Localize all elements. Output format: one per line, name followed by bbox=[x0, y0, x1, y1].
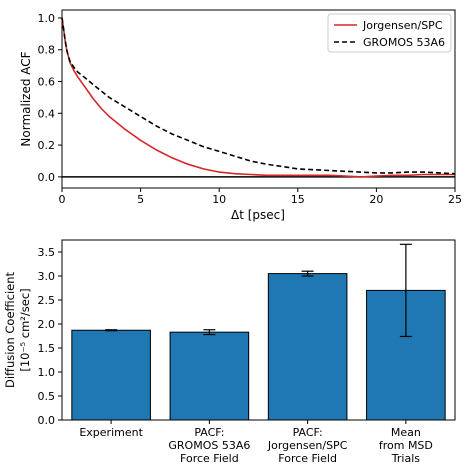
legend-frame bbox=[327, 13, 452, 53]
acf-series-gromos-53a6 bbox=[61, 17, 456, 175]
category-label-3-line-1: PACF: bbox=[293, 426, 323, 439]
bars-group bbox=[71, 273, 446, 421]
y-tick-label: 2.0 bbox=[38, 318, 56, 331]
y-tick-label: 0.6 bbox=[38, 76, 56, 89]
y-tick-label: 0.0 bbox=[38, 171, 56, 184]
acf-legend: Jorgensen/SPC GROMOS 53A6 bbox=[327, 13, 452, 53]
y-tick-label: 0.2 bbox=[38, 139, 56, 152]
x-tick-label: 0 bbox=[59, 193, 66, 206]
y-tick-label: 0.5 bbox=[38, 390, 56, 403]
x-tick-label: 20 bbox=[369, 193, 383, 206]
x-tick-label: 10 bbox=[212, 193, 226, 206]
bar-axes-frame bbox=[61, 239, 456, 421]
y-tick-label: 0.4 bbox=[38, 107, 56, 120]
bar-y-axis-label: Diffusion Coefficient [10⁻⁵ cm²/sec] bbox=[3, 271, 32, 388]
bar-2 bbox=[169, 331, 250, 421]
x-tick-label: 25 bbox=[448, 193, 462, 206]
bar-y-axis-label-line1: Diffusion Coefficient bbox=[3, 271, 17, 388]
y-tick-label: 3.0 bbox=[38, 270, 56, 283]
acf-y-ticks: 0.0 0.2 0.4 0.6 0.8 1.0 bbox=[38, 12, 62, 184]
x-tick-label: 5 bbox=[137, 193, 144, 206]
acf-plot-area bbox=[61, 17, 456, 178]
acf-series-jorgensen-spc bbox=[61, 17, 455, 178]
y-tick-label: 2.5 bbox=[38, 294, 56, 307]
error-bars-group bbox=[105, 243, 412, 338]
y-tick-label: 0.8 bbox=[38, 44, 56, 57]
diffusion-bar-chart: 0.0 0.5 1.0 1.5 2.0 2.5 3.0 3.5 Experiment PACF:… bbox=[3, 239, 456, 465]
category-label-4-line-2: from MSD bbox=[379, 439, 433, 452]
bar-1 bbox=[71, 329, 151, 421]
legend-label-gromos: GROMOS 53A6 bbox=[363, 36, 445, 49]
acf-y-axis-label: Normalized ACF bbox=[19, 51, 33, 146]
acf-x-ticks: 0 5 10 15 20 25 bbox=[59, 188, 462, 206]
legend-label-jorgensen: Jorgensen/SPC bbox=[362, 19, 443, 32]
y-tick-label: 0.0 bbox=[38, 414, 56, 427]
acf-axes-frame bbox=[61, 9, 456, 189]
category-label-2-line-3: Force Field bbox=[180, 452, 239, 465]
category-label-2-line-2: GROMOS 53A6 bbox=[168, 439, 250, 452]
y-tick-label: 1.0 bbox=[38, 12, 56, 25]
y-tick-label: 3.5 bbox=[38, 246, 56, 259]
category-label-1-line-1: Experiment bbox=[79, 426, 143, 439]
category-label-3-line-2: Jorgensen/SPC bbox=[267, 439, 348, 452]
bar-4 bbox=[366, 289, 446, 421]
category-label-4-line-1: Mean bbox=[391, 426, 421, 439]
y-tick-label: 1.0 bbox=[38, 366, 56, 379]
y-tick-label: 1.5 bbox=[38, 342, 56, 355]
x-tick-label: 15 bbox=[291, 193, 305, 206]
acf-x-axis-label: Δt [psec] bbox=[231, 208, 285, 222]
category-label-3-line-3: Force Field bbox=[278, 452, 337, 465]
bar-3 bbox=[267, 273, 348, 421]
category-label-2-line-1: PACF: bbox=[194, 426, 224, 439]
acf-line-chart: 0 5 10 15 20 25 0.00.20.40.60.81.0 Δt [psec] … bbox=[19, 9, 462, 222]
category-label-4-line-3: Trials bbox=[391, 452, 420, 465]
bar-y-axis-label-line2: [10⁻⁵ cm²/sec] bbox=[18, 288, 32, 371]
bar-y-ticks: 0.0 0.5 1.0 1.5 2.0 2.5 3.0 3.5 bbox=[38, 246, 62, 427]
